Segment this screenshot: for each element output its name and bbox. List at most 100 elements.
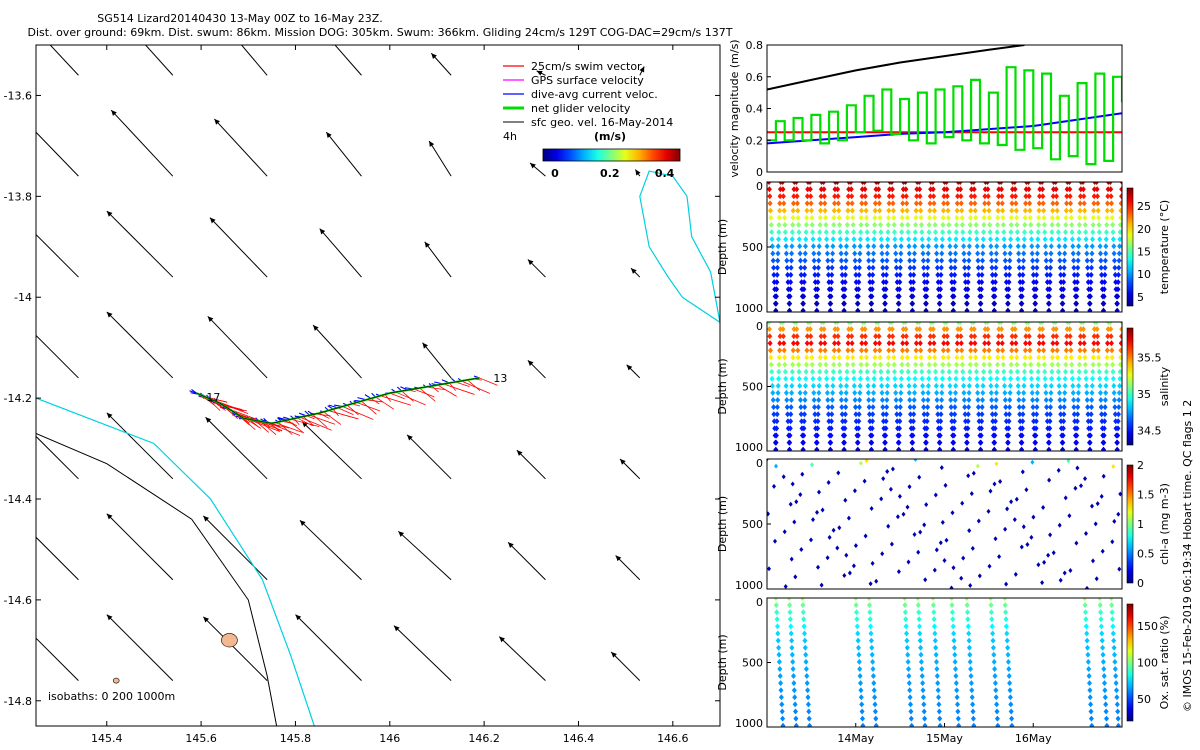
profile-point [988,602,994,609]
profile-point [871,243,877,250]
profile-point [854,623,860,630]
profile-point [910,439,916,446]
profile-point [990,637,996,644]
profile-point [907,694,913,701]
profile-point [982,326,988,333]
profile-point [967,221,973,228]
profile-point [1049,354,1055,361]
profile-point [1025,182,1031,185]
profile-point [1102,687,1108,694]
profile-point [1084,257,1090,264]
profile-point [1102,694,1108,701]
profile-point [1082,354,1088,361]
profile-point [995,354,1001,361]
profile-point [904,207,910,214]
profile-point [824,243,830,250]
profile-point [896,300,902,307]
geo-vector [36,233,79,278]
profile-point [1108,333,1114,340]
profile-point [836,347,842,354]
profile-point [987,368,993,375]
profile-point [1074,418,1080,425]
profile-point [857,673,863,679]
profile-point [1020,469,1025,475]
map-colorbar-tick-label: 0.4 [655,167,675,180]
profile-point [926,229,932,236]
profile-point [1032,446,1038,451]
profile-point [1087,680,1092,687]
profile-point [800,471,805,477]
profile-point [992,279,998,286]
profile-point [879,257,885,264]
profile-point [1087,307,1093,312]
swim-vector [479,377,498,386]
profile-point [962,264,968,271]
profile-point [927,340,933,347]
profile-point [1080,326,1086,333]
profile-point [883,432,889,439]
legend-label-gps: GPS surface velocity [531,74,644,87]
profile-point [1003,271,1009,278]
profile-point [906,243,912,250]
depth-axis-label: Depth (m) [716,496,729,552]
profile-point [1047,425,1053,432]
profile-point [1095,200,1101,207]
profile-point [885,221,891,228]
profile-point [798,411,804,418]
profile-point [1046,307,1052,312]
profile-point [1035,229,1041,236]
profile-point [896,307,902,312]
profile-point [991,651,997,658]
profile-point [1114,300,1120,307]
profile-point [783,250,789,257]
profile-point [1005,506,1010,512]
profile-point [996,186,1002,193]
profile-point [937,715,943,722]
profile-point [937,722,943,727]
profile-point [995,347,1001,354]
profile-point [940,221,946,228]
profile-point [934,257,940,264]
profile-point [1033,286,1039,293]
profile-point [950,307,956,312]
profile-point [776,368,782,375]
profile-point [964,439,970,446]
geo-vector [295,614,362,681]
profile-point [960,236,966,243]
profile-point [1042,375,1048,382]
profile-point [966,389,972,396]
profile-point [926,361,932,368]
profile-point [1097,236,1103,243]
geo-vector-shaft [106,412,174,480]
profile-point [989,411,995,418]
profile-point [954,221,959,228]
profile-point [796,221,802,228]
profile-point [924,286,930,293]
profile-point [889,326,895,333]
profile-point [913,221,919,228]
profile-point [1077,207,1083,214]
geo-vector-head [615,555,622,562]
profile-point [792,701,798,708]
profile-point [1101,673,1107,679]
profile-point [969,687,975,694]
profile-point [961,397,967,403]
profile-point [1030,404,1036,411]
profile-point [1048,389,1054,396]
profile-point [812,404,817,411]
profile-point [876,340,882,347]
profile-point [811,517,815,523]
profile-point [920,257,926,264]
profile-point [967,229,973,236]
map-colorbar [542,148,681,162]
profile-point [865,389,871,396]
profile-point [789,556,794,562]
profile-point [858,214,864,221]
geo-vector [527,359,546,379]
profile-point [913,340,919,347]
profile-point [1022,207,1028,214]
profile-point [925,389,931,396]
profile-point [811,257,817,264]
profile-point [849,207,855,214]
